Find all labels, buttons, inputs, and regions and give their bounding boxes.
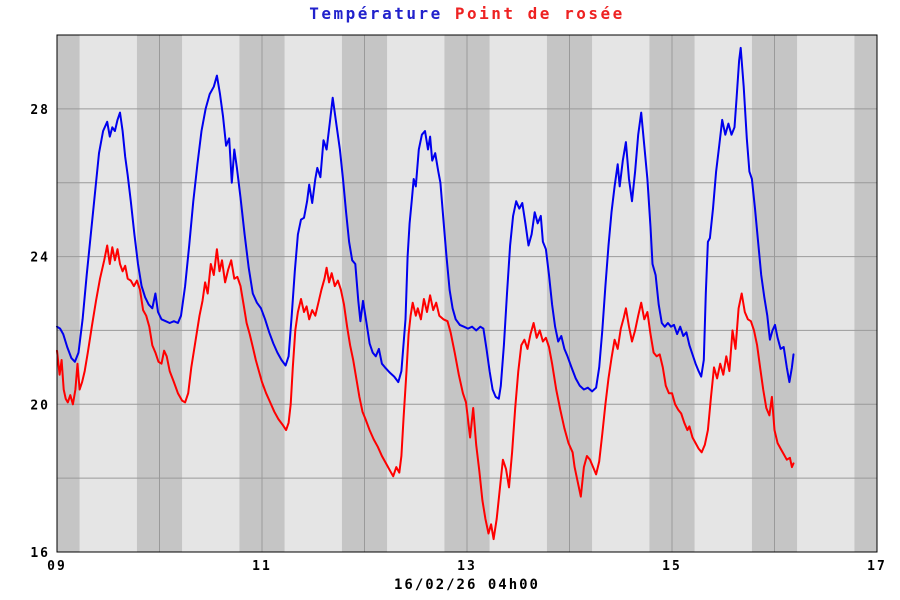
- x-tick-label: 11: [252, 559, 272, 574]
- x-tick-label: 15: [662, 559, 682, 574]
- y-tick-label: 24: [30, 251, 50, 266]
- night-band: [854, 35, 877, 552]
- dewpoint-line: [56, 244, 795, 541]
- timestamp-label: 16/02/26 04h00: [393, 577, 540, 593]
- x-tick-label: 13: [457, 559, 477, 574]
- y-tick-label: 16: [30, 546, 50, 561]
- plot-frame: [56, 34, 878, 553]
- y-tick-label: 28: [30, 103, 50, 118]
- x-tick-label: 17: [867, 559, 887, 574]
- y-tick-label: 20: [30, 398, 50, 413]
- night-band: [57, 35, 80, 552]
- legend-temperature-label: Température: [309, 4, 443, 23]
- x-tick-label: 09: [47, 559, 67, 574]
- chart-title: Température Point de rosée: [34, 4, 900, 23]
- temperature-line: [56, 46, 795, 400]
- legend-separator: [443, 4, 455, 23]
- legend-dewpoint-label: Point de rosée: [454, 4, 625, 23]
